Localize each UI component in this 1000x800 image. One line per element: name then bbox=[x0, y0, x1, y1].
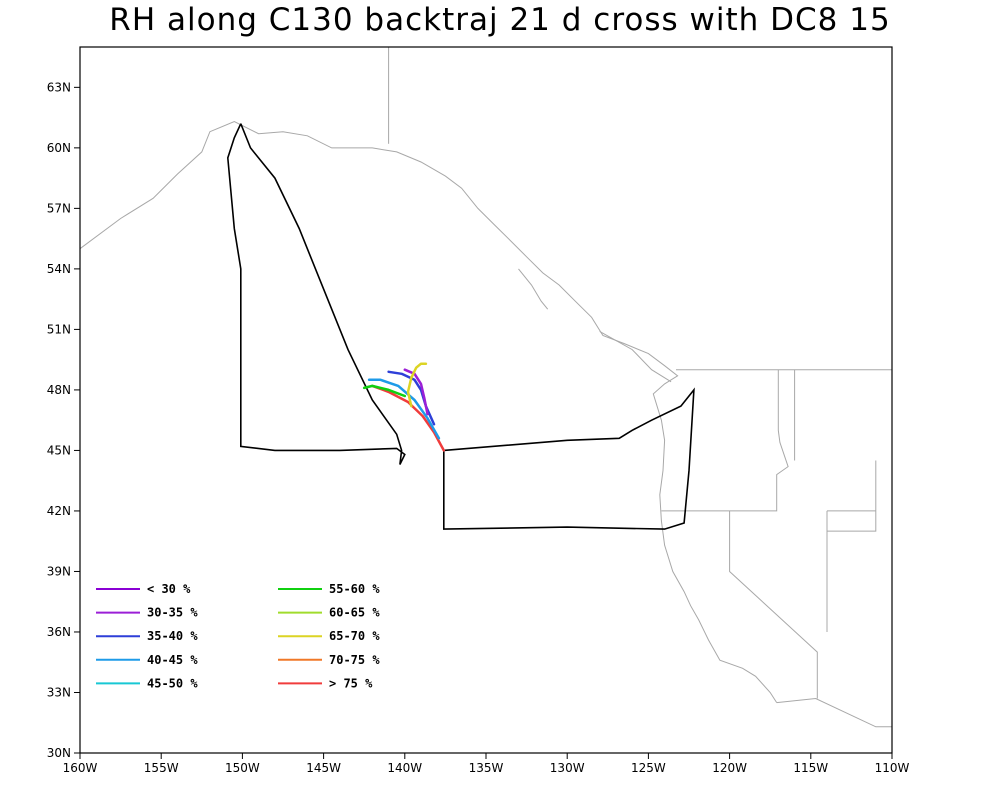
y-tick-label: 42N bbox=[47, 504, 71, 518]
state-border bbox=[729, 510, 818, 699]
rh-trajectory bbox=[406, 362, 428, 408]
x-tick-label: 160W bbox=[63, 761, 98, 775]
x-tick-label: 125W bbox=[631, 761, 666, 775]
flight-track bbox=[442, 387, 695, 530]
y-tick-label: 45N bbox=[47, 443, 71, 457]
legend-label: 40-45 % bbox=[147, 653, 198, 667]
x-tick-label: 150W bbox=[225, 761, 260, 775]
y-tick-label: 36N bbox=[47, 625, 71, 639]
x-tick-label: 130W bbox=[550, 761, 585, 775]
legend-label: < 30 % bbox=[147, 582, 191, 596]
legend: < 30 % 30-35 % 35-40 % 40-45 % 45-50 % 55-60 … bbox=[96, 582, 380, 690]
x-tick-label: 110W bbox=[875, 761, 910, 775]
trajectory-layer bbox=[362, 362, 446, 452]
x-tick-label: 115W bbox=[793, 761, 828, 775]
coastline bbox=[599, 330, 672, 383]
y-tick-label: 48N bbox=[47, 383, 71, 397]
state-border bbox=[827, 460, 877, 532]
legend-label: 70-75 % bbox=[329, 653, 380, 667]
legend-label: 35-40 % bbox=[147, 629, 198, 643]
y-tick-label: 33N bbox=[47, 685, 71, 699]
coastline-layer bbox=[79, 121, 778, 703]
rh-trajectory bbox=[371, 384, 446, 452]
rh-trajectory bbox=[403, 368, 429, 416]
y-tick-label: 57N bbox=[47, 201, 71, 215]
coastline bbox=[518, 268, 549, 310]
y-axis-ticks: 30N 33N 36N 39N 42N 45N 48N 51N 54N 57N 60N 63N bbox=[47, 80, 80, 760]
y-tick-label: 54N bbox=[47, 262, 71, 276]
y-tick-label: 30N bbox=[47, 746, 71, 760]
x-tick-label: 155W bbox=[144, 761, 179, 775]
legend-label: 30-35 % bbox=[147, 606, 198, 620]
flight-track bbox=[226, 123, 406, 465]
y-tick-label: 51N bbox=[47, 322, 71, 336]
x-axis-ticks: 160W 155W 150W 145W 140W 135W 130W 125W 120W 115W… bbox=[63, 753, 910, 775]
border-layer bbox=[388, 47, 892, 728]
map-frame bbox=[79, 46, 893, 754]
coastline bbox=[79, 121, 778, 703]
x-tick-label: 145W bbox=[306, 761, 341, 775]
legend-label: 55-60 % bbox=[329, 582, 380, 596]
chart-title: RH along C130 backtraj 21 d cross with D… bbox=[109, 2, 891, 38]
y-tick-label: 39N bbox=[47, 564, 71, 578]
rh-trajectory bbox=[367, 378, 441, 440]
legend-label: > 75 % bbox=[329, 676, 373, 690]
rh-trajectory bbox=[362, 384, 407, 398]
state-border bbox=[661, 369, 789, 512]
flight-track-layer bbox=[226, 123, 695, 530]
y-tick-label: 63N bbox=[47, 80, 71, 94]
legend-label: 45-50 % bbox=[147, 676, 198, 690]
state-border bbox=[776, 697, 892, 728]
y-tick-label: 60N bbox=[47, 141, 71, 155]
x-tick-label: 140W bbox=[387, 761, 422, 775]
legend-label: 65-70 % bbox=[329, 629, 380, 643]
x-tick-label: 120W bbox=[712, 761, 747, 775]
legend-label: 60-65 % bbox=[329, 606, 380, 620]
x-tick-label: 135W bbox=[469, 761, 504, 775]
